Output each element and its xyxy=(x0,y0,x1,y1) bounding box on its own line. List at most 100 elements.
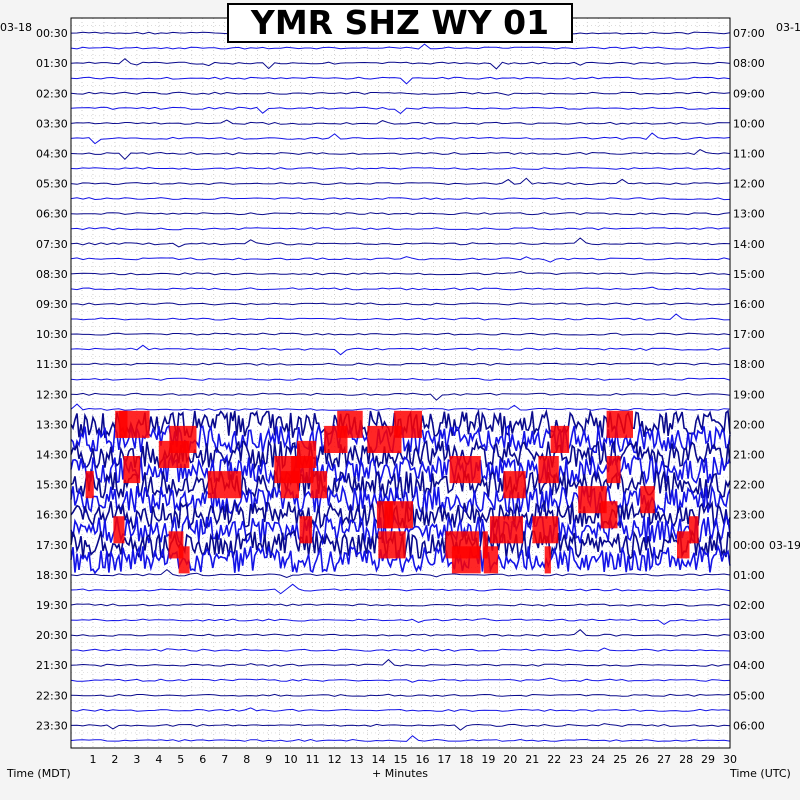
x-tick-label: 24 xyxy=(591,753,605,766)
right-hour-label: 17:00 xyxy=(733,328,765,341)
trace-line xyxy=(70,332,731,336)
clip-marker xyxy=(451,546,481,574)
trace-line xyxy=(70,132,731,145)
x-tick-label: 3 xyxy=(133,753,140,766)
right-hour-label: 18:00 xyxy=(733,358,765,371)
trace-line xyxy=(70,119,731,125)
left-hour-label: 02:30 xyxy=(36,87,68,100)
clip-marker xyxy=(606,456,621,484)
x-tick-label: 16 xyxy=(416,753,430,766)
clip-marker xyxy=(640,486,655,514)
x-tick-label: 11 xyxy=(306,753,320,766)
left-hour-label: 00:30 xyxy=(36,27,68,40)
trace-line xyxy=(70,583,731,595)
x-tick-label: 6 xyxy=(199,753,206,766)
x-tick-label: 9 xyxy=(265,753,272,766)
trace-line xyxy=(70,149,731,161)
left-hour-label: 01:30 xyxy=(36,57,68,70)
clip-marker xyxy=(113,516,125,544)
right-hour-label: 00:00 xyxy=(733,539,765,552)
right-hour-label: 03:00 xyxy=(733,629,765,642)
x-tick-label: 20 xyxy=(503,753,517,766)
clip-marker xyxy=(158,440,190,468)
right-hour-label: 12:00 xyxy=(733,178,765,191)
clip-marker xyxy=(384,501,413,529)
left-hour-label: 15:30 xyxy=(36,479,68,492)
right-hour-label: 05:00 xyxy=(733,689,765,702)
trace-line xyxy=(70,76,731,85)
left-hour-label: 09:30 xyxy=(36,298,68,311)
trace-line xyxy=(70,658,731,667)
right-hour-label: 22:00 xyxy=(733,479,765,492)
x-tick-label: 19 xyxy=(481,753,495,766)
right-hour-label: 19:00 xyxy=(733,388,765,401)
left-date-label: 03-18 xyxy=(0,21,32,34)
clip-marker xyxy=(606,410,633,438)
trace-line xyxy=(70,166,731,171)
right-hour-label: 09:00 xyxy=(733,87,765,100)
x-tick-label: 15 xyxy=(394,753,408,766)
left-hour-label: 06:30 xyxy=(36,208,68,221)
right-date-label-mid: 03-19 xyxy=(769,539,800,552)
right-hour-label: 06:00 xyxy=(733,719,765,732)
left-axis-label: Time (MDT) xyxy=(6,767,71,780)
right-hour-label: 15:00 xyxy=(733,268,765,281)
clip-marker xyxy=(503,471,526,499)
trace-line xyxy=(71,313,731,321)
x-tick-label: 14 xyxy=(372,753,386,766)
clip-marker xyxy=(123,456,141,484)
clip-marker xyxy=(207,471,242,499)
trace-line xyxy=(70,286,731,291)
left-hour-label: 22:30 xyxy=(36,689,68,702)
trace-line xyxy=(70,227,731,231)
x-tick-label: 13 xyxy=(350,753,364,766)
left-hour-label: 19:30 xyxy=(36,599,68,612)
x-tick-label: 7 xyxy=(221,753,228,766)
clip-marker xyxy=(378,531,406,559)
right-hour-label: 23:00 xyxy=(733,509,765,522)
trace-line xyxy=(70,484,731,517)
x-tick-label: 8 xyxy=(243,753,250,766)
left-hour-label: 04:30 xyxy=(36,148,68,161)
trace-line xyxy=(70,177,731,186)
trace-line xyxy=(70,302,731,306)
right-hour-label: 21:00 xyxy=(733,449,765,462)
clip-marker xyxy=(85,471,94,499)
clip-marker xyxy=(600,501,618,529)
x-tick-label: 22 xyxy=(547,753,561,766)
clip-marker xyxy=(532,516,559,544)
clip-marker xyxy=(310,471,328,499)
left-hour-label: 18:30 xyxy=(36,569,68,582)
x-tick-label: 28 xyxy=(679,753,693,766)
trace-line xyxy=(70,270,731,276)
clip-marker xyxy=(119,410,150,438)
trace-line xyxy=(70,735,731,742)
trace-line xyxy=(70,677,731,683)
clip-marker xyxy=(324,425,348,453)
clip-marker xyxy=(550,425,570,453)
x-tick-label: 10 xyxy=(284,753,298,766)
right-date-label-top: 03-19 xyxy=(776,21,800,34)
trace-line xyxy=(70,568,731,579)
x-tick-label: 4 xyxy=(155,753,162,766)
left-hour-label: 21:30 xyxy=(36,659,68,672)
left-hour-label: 20:30 xyxy=(36,629,68,642)
trace-line xyxy=(70,647,731,652)
left-time-labels: 00:30 01:30 02:30 03:30 04:30 05:30 06:30 07:30… xyxy=(36,27,68,732)
x-tick-label: 5 xyxy=(177,753,184,766)
right-hour-label: 16:00 xyxy=(733,298,765,311)
x-tick-label: 12 xyxy=(328,753,342,766)
trace-line xyxy=(70,723,731,731)
clip-markers xyxy=(85,410,699,574)
right-hour-label: 20:00 xyxy=(733,418,765,431)
trace-line xyxy=(70,344,730,356)
clip-marker xyxy=(280,471,299,499)
clip-marker xyxy=(489,516,523,544)
clip-marker xyxy=(299,516,313,544)
left-hour-label: 17:30 xyxy=(36,539,68,552)
right-hour-label: 08:00 xyxy=(733,57,765,70)
clip-marker xyxy=(449,456,481,484)
right-hour-label: 13:00 xyxy=(733,208,765,221)
clip-marker xyxy=(544,546,551,574)
